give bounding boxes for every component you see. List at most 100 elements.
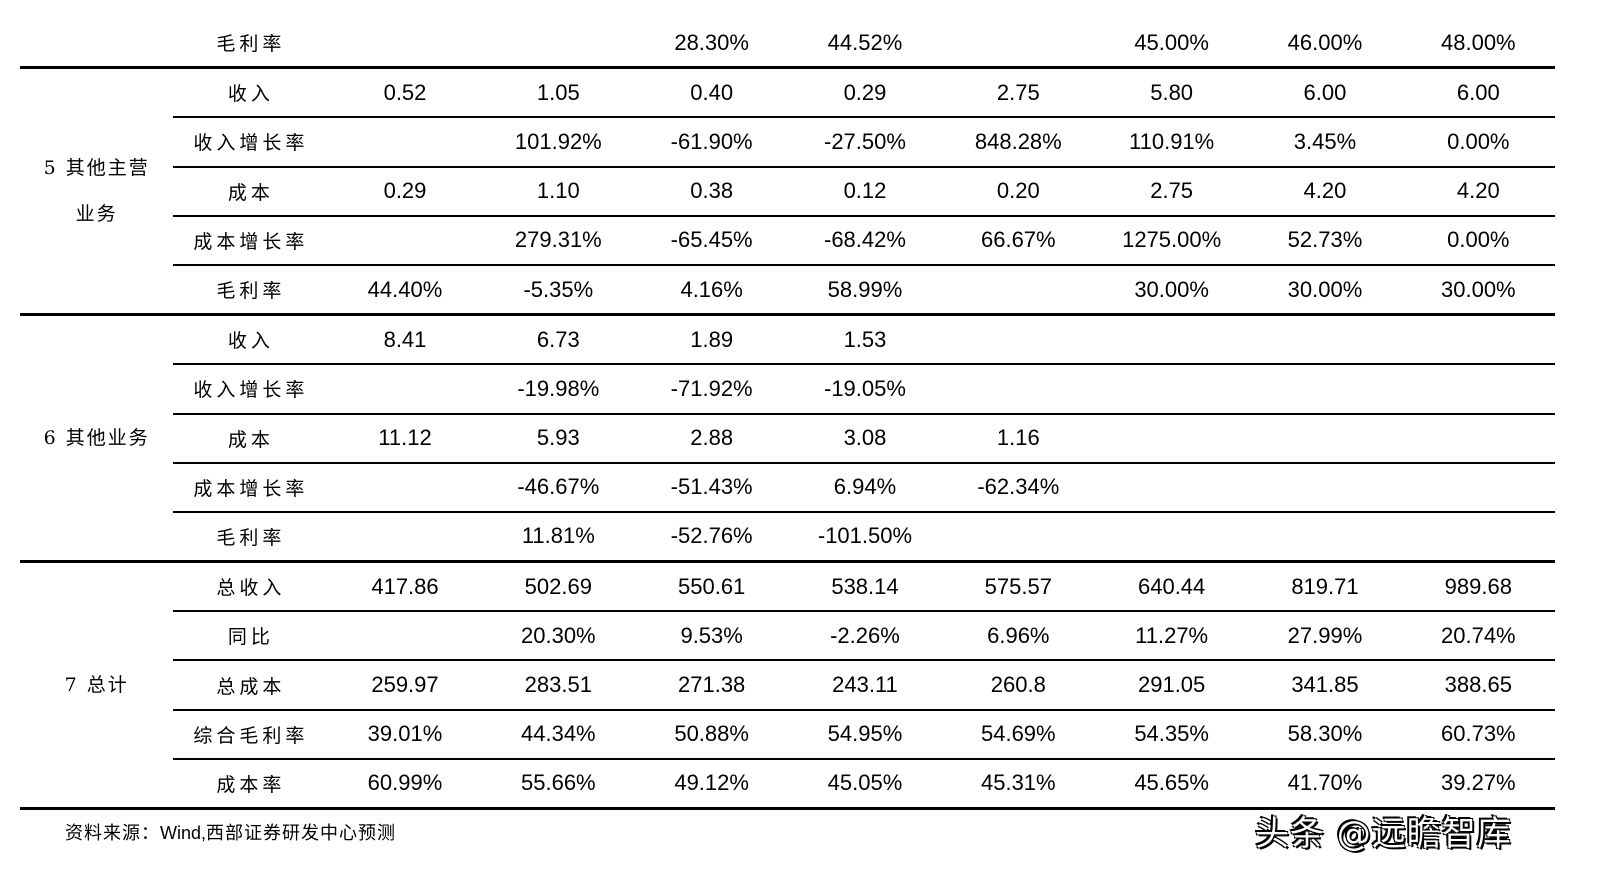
value-cell [1094,412,1249,463]
value-cell: 49.12% [634,757,789,810]
row-label: 毛利率 [173,263,329,315]
value-cell: 4.16% [634,263,789,315]
value-cell [1094,313,1249,365]
value-cell: 44.52% [827,29,903,55]
value-cell: 58.30% [1248,708,1402,759]
value-cell: 0.29 [788,66,942,118]
value-cell: -5.35% [481,263,635,315]
value-cell: 3.08 [788,412,942,463]
value-cell: -19.05% [788,363,942,414]
value-cell [328,610,482,661]
table-row: 7 总计 总收入 417.86 502.69 550.61 538.14 575.57 640… [20,560,1555,810]
section-label: 6 其他业务 [20,313,174,564]
value-cell: 1.05 [481,66,635,118]
value-cell: 60.99% [328,757,482,810]
value-cell: -61.90% [634,116,789,167]
value-cell: 0.20 [941,165,1095,216]
table-row: 6 其他业务 收入 8.41 6.73 1.89 1.53 [20,313,1555,564]
table-row: 收入增长率 -19.98% -71.92% -19.05% [20,363,1555,414]
value-cell [941,313,1095,365]
value-cell: 989.68 [1401,560,1555,612]
section-label: 5 其他主营业务 [20,66,174,317]
value-cell: 41.70% [1248,757,1402,810]
table-row: 毛利率 28.30% 44.52% 45.00% 46.00% 48.00% [20,19,1555,68]
value-cell: 0.00% [1401,214,1555,265]
value-cell: 27.99% [1248,610,1402,661]
value-cell [328,214,482,265]
value-cell: 291.05 [1094,659,1249,710]
watermark: 头条 @远瞻智库 [1255,814,1512,854]
table-row: 毛利率 11.81% -52.76% -101.50% [20,510,1555,562]
value-cell [1401,313,1555,365]
value-cell: 0.40 [634,66,789,118]
value-cell: -2.26% [788,610,942,661]
row-label: 成本 [173,165,329,216]
value-cell: -51.43% [634,461,789,512]
value-cell [941,363,1095,414]
value-cell: 1.10 [481,165,635,216]
row-label: 同比 [173,610,329,661]
value-cell: 30.00% [1248,263,1402,315]
table-row: 成本增长率 -46.67% -51.43% 6.94% -62.34% [20,461,1555,512]
value-cell [328,510,482,562]
row-label: 综合毛利率 [173,708,329,759]
value-cell: 0.12 [788,165,942,216]
value-cell [328,363,482,414]
value-cell: 417.86 [328,560,482,612]
row-label: 收入增长率 [173,363,329,414]
value-cell [1248,363,1402,414]
value-cell: 45.31% [941,757,1095,810]
value-cell: 54.95% [788,708,942,759]
row-label: 毛利率 [216,33,286,56]
row-label: 成本 [173,412,329,463]
value-cell: 2.75 [1094,165,1249,216]
value-cell: 28.30% [674,29,749,55]
value-cell: 44.34% [481,708,635,759]
value-cell: 1.16 [941,412,1095,463]
value-cell: 52.73% [1248,214,1402,265]
value-cell: 2.88 [634,412,789,463]
value-cell: 1275.00% [1094,214,1249,265]
value-cell: 45.65% [1094,757,1249,810]
value-cell: 6.96% [941,610,1095,661]
source-note: 资料来源：Wind,西部证券研发中心预测 [65,819,396,845]
source-prefix: 资料来源： [65,823,160,844]
value-cell [941,263,1095,315]
value-cell: 110.91% [1094,116,1249,167]
value-cell [328,116,482,167]
value-cell: -27.50% [788,116,942,167]
value-cell: 243.11 [788,659,942,710]
value-cell [942,19,1095,68]
financial-forecast-table: 毛利率 28.30% 44.52% 45.00% 46.00% 48.00% 5 其他主营业… [20,19,1555,810]
row-label: 总成本 [173,659,329,710]
value-cell [1094,510,1249,562]
value-cell [1401,412,1555,463]
value-cell: 30.00% [1094,263,1249,315]
value-cell: 283.51 [481,659,635,710]
source-wind: Wind, [160,823,207,843]
value-cell: 550.61 [634,560,789,612]
row-label: 成本增长率 [173,214,329,265]
section-label: 7 总计 [20,560,174,810]
value-cell: 20.30% [481,610,635,661]
value-cell: 55.66% [481,757,635,810]
table-row: 毛利率 44.40% -5.35% 4.16% 58.99% 30.00% 30.00% 30… [20,263,1555,315]
value-cell: 6.94% [788,461,942,512]
value-cell: 54.35% [1094,708,1249,759]
value-cell: 388.65 [1401,659,1555,710]
value-cell [1401,510,1555,562]
value-cell: 11.81% [481,510,635,562]
value-cell: 575.57 [941,560,1095,612]
value-cell: 39.27% [1401,757,1555,810]
value-cell [1401,461,1555,512]
row-label: 毛利率 [173,510,329,562]
row-label: 成本增长率 [173,461,329,512]
value-cell: -62.34% [941,461,1095,512]
value-cell: 11.27% [1094,610,1249,661]
value-cell: 2.75 [941,66,1095,118]
value-cell: 502.69 [481,560,635,612]
value-cell [482,19,635,68]
value-cell: 1.53 [788,313,942,365]
value-cell: 271.38 [634,659,789,710]
value-cell: -68.42% [788,214,942,265]
